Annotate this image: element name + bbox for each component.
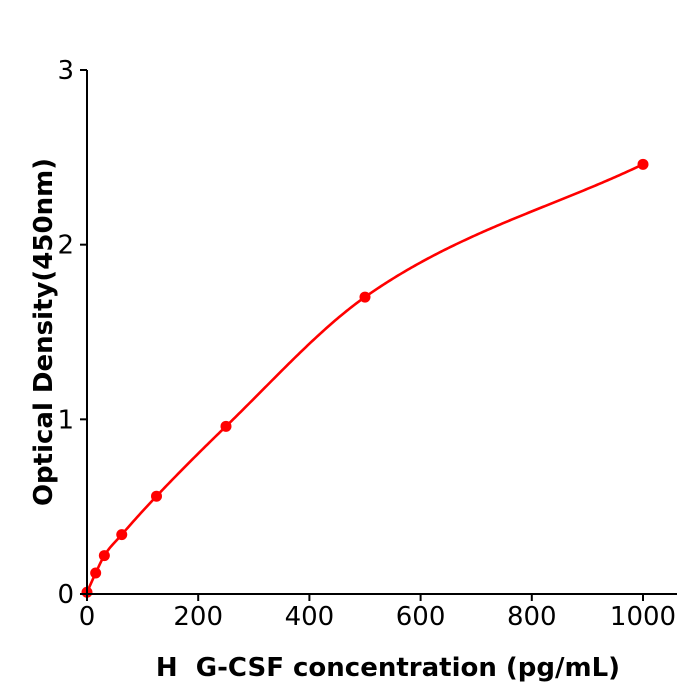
data-point xyxy=(637,158,649,170)
y-axis-title: Optical Density(450nm) xyxy=(29,158,59,506)
data-point xyxy=(151,490,162,502)
fit-curve-layer xyxy=(85,163,645,594)
x-tick-label: 800 xyxy=(507,602,557,632)
data-point xyxy=(116,529,128,541)
x-tick-label: 400 xyxy=(285,602,335,632)
y-tick-label: 1 xyxy=(57,405,74,435)
y-tick-label: 0 xyxy=(57,580,74,610)
data-point xyxy=(220,420,232,432)
y-tick-label: 3 xyxy=(57,56,74,86)
data-point xyxy=(98,550,110,562)
y-tick-label: 2 xyxy=(57,231,74,261)
x-axis-title: H G-CSF concentration (pg/mL) xyxy=(156,653,620,683)
data-point xyxy=(359,291,371,303)
x-tick-label: 200 xyxy=(173,602,223,632)
data-point-layer xyxy=(81,158,649,598)
axes-layer: 0 200 400 600 800 1000 0 1 2 3 xyxy=(57,56,677,632)
x-tick-label: 1000 xyxy=(610,602,676,632)
x-tick-label: 600 xyxy=(396,602,446,632)
fit-curve xyxy=(85,163,645,594)
data-point xyxy=(90,567,102,579)
x-tick-label: 0 xyxy=(79,602,96,632)
